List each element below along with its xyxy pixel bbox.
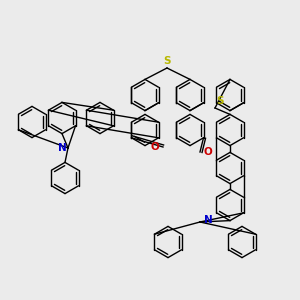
Text: N: N: [58, 143, 67, 153]
Text: N: N: [204, 214, 212, 225]
Text: O: O: [204, 147, 212, 157]
Text: S: S: [217, 97, 224, 106]
Text: O: O: [151, 142, 159, 152]
Text: S: S: [163, 56, 171, 67]
